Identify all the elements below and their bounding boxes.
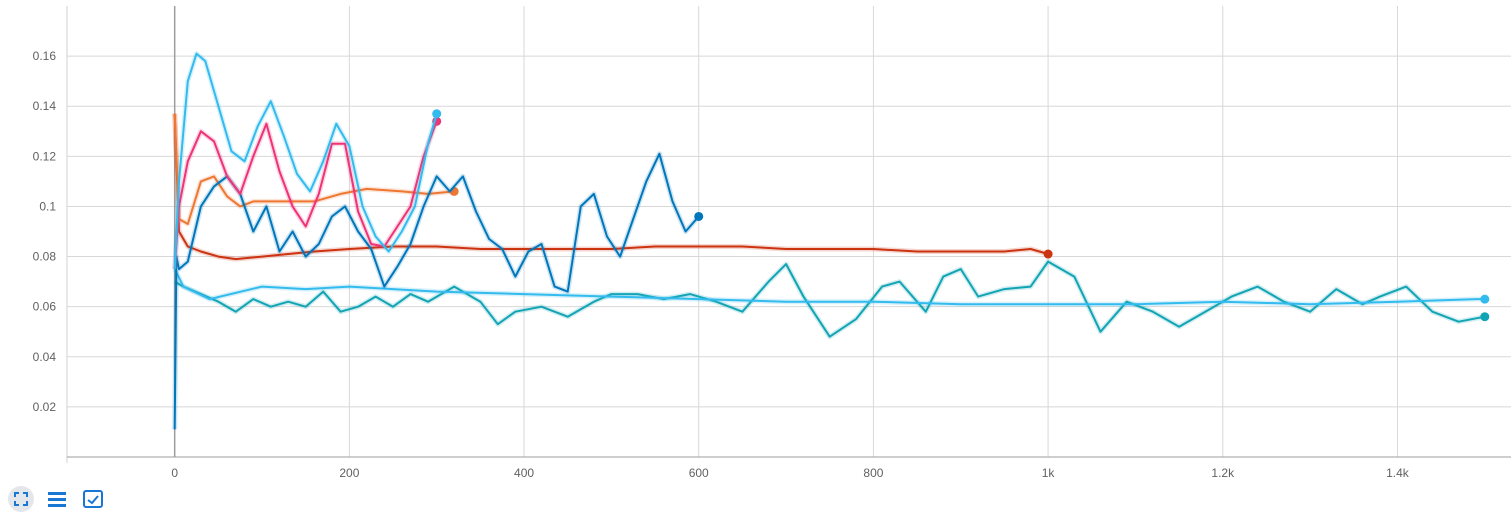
series-3-line[interactable] [173, 113, 455, 225]
fit-domain-button[interactable] [8, 486, 34, 512]
grid-lines [66, 6, 1511, 463]
image-icon [83, 490, 103, 508]
y-tick-label: 0.06 [33, 300, 57, 314]
y-tick-label: 0.04 [33, 350, 57, 364]
download-button[interactable] [80, 486, 106, 512]
x-tick-label: 1.4k [1386, 466, 1410, 480]
list-icon [48, 492, 66, 507]
toggle-y-log-button[interactable] [44, 486, 70, 512]
x-axis-labels: 0 200 400 600 800 1k 1.2k 1.4k [171, 466, 1409, 480]
series-1-line[interactable] [173, 268, 1485, 306]
fit-domain-icon [14, 492, 28, 506]
x-tick-label: 1k [1042, 466, 1056, 480]
x-tick-label: 800 [863, 466, 883, 480]
y-tick-label: 0.14 [33, 99, 57, 113]
x-tick-label: 0 [171, 466, 178, 480]
series-2-line[interactable] [173, 113, 1049, 261]
x-tick-label: 600 [689, 466, 709, 480]
series-0-endpoint[interactable] [1480, 312, 1490, 322]
y-tick-label: 0.02 [33, 400, 57, 414]
y-tick-label: 0.12 [33, 149, 57, 163]
series-6-endpoint[interactable] [432, 109, 442, 119]
y-tick-label: 0.08 [33, 250, 57, 264]
series-0-line[interactable] [174, 260, 1485, 338]
series-2-endpoint[interactable] [1043, 249, 1053, 259]
series-1-endpoint[interactable] [1480, 294, 1490, 304]
series-group [172, 51, 1490, 430]
y-axis-labels: 0.02 0.04 0.06 0.08 0.1 0.12 0.14 0.16 [33, 49, 57, 414]
x-tick-label: 1.2k [1211, 466, 1235, 480]
series-6-line[interactable] [173, 52, 438, 270]
chart-toolbar [8, 486, 106, 512]
series-5-line[interactable] [173, 120, 438, 270]
x-tick-label: 200 [339, 466, 359, 480]
x-tick-label: 400 [514, 466, 534, 480]
y-tick-label: 0.16 [33, 49, 57, 63]
series-4-endpoint[interactable] [694, 211, 704, 221]
y-tick-label: 0.1 [39, 199, 56, 213]
